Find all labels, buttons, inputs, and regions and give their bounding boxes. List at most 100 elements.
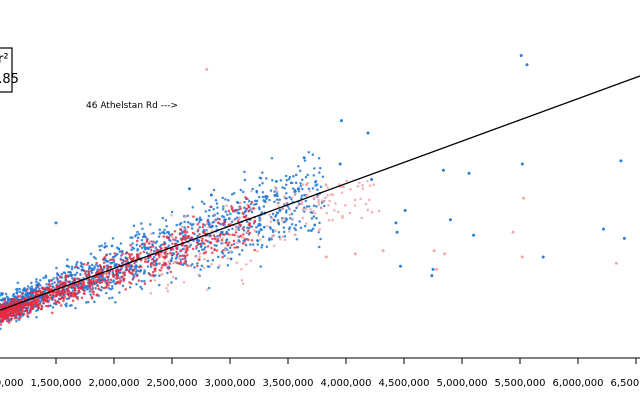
scatter-point: [70, 265, 74, 269]
scatter-point: [124, 256, 128, 259]
scatter-point: [100, 281, 104, 284]
scatter-point: [178, 223, 181, 226]
scatter-point: [241, 211, 245, 215]
scatter-point: [345, 179, 349, 182]
scatter-point: [230, 193, 234, 196]
scatter-point: [167, 236, 171, 240]
scatter-point: [622, 236, 626, 240]
scatter-point: [171, 253, 174, 257]
scatter-point: [194, 255, 197, 258]
scatter-point: [49, 294, 53, 297]
scatter-point: [139, 259, 143, 262]
scatter-point: [158, 268, 162, 272]
scatter-point: [195, 217, 199, 221]
scatter-point: [123, 271, 126, 274]
scatter-point: [76, 283, 79, 287]
scatter-point: [165, 230, 169, 234]
scatter-point: [135, 265, 139, 268]
scatter-point: [192, 223, 195, 226]
scatter-point: [191, 247, 195, 251]
scatter-point: [277, 223, 281, 226]
scatter-point: [205, 67, 209, 71]
scatter-point: [261, 190, 265, 194]
scatter-point: [36, 285, 40, 289]
scatter-point: [171, 247, 175, 251]
scatter-point: [37, 299, 41, 302]
scatter-point: [216, 255, 220, 259]
scatter-point: [223, 254, 226, 257]
scatter-point: [366, 179, 369, 183]
scatter-point: [279, 237, 282, 241]
scatter-point: [202, 247, 206, 251]
scatter-point: [140, 287, 144, 291]
scatter-point: [268, 198, 271, 202]
scatter-point: [199, 268, 202, 271]
scatter-point: [132, 224, 136, 228]
scatter-point: [314, 179, 318, 183]
scatter-point: [246, 197, 249, 201]
scatter-point: [317, 245, 321, 249]
scatter-point: [247, 200, 251, 203]
scatter-point: [85, 288, 89, 291]
scatter-point: [367, 198, 371, 202]
scatter-point: [232, 239, 236, 243]
scatter-point: [196, 234, 199, 238]
scatter-point: [235, 200, 239, 204]
scatter-point: [301, 187, 304, 191]
scatter-point: [143, 270, 146, 274]
scatter-point: [377, 209, 381, 213]
scatter-point: [152, 231, 155, 235]
scatter-point: [240, 279, 244, 282]
scatter-point: [44, 274, 48, 277]
scatter-point: [284, 211, 288, 214]
scatter-point: [174, 260, 178, 263]
scatter-point: [160, 247, 163, 250]
scatter-point: [128, 271, 132, 274]
scatter-point: [0, 304, 2, 307]
scatter-point: [274, 229, 277, 232]
scatter-point: [218, 264, 221, 267]
scatter-point: [175, 247, 178, 250]
scatter-point: [262, 205, 266, 208]
scatter-point: [186, 221, 190, 224]
scatter-point: [20, 304, 24, 308]
scatter-point: [149, 279, 152, 283]
scatter-point: [222, 241, 225, 245]
scatter-point: [211, 251, 214, 254]
scatter-point: [75, 265, 78, 268]
scatter-point: [223, 218, 226, 222]
scatter-point: [274, 213, 278, 217]
scatter-point: [195, 244, 198, 248]
scatter-point: [311, 227, 315, 231]
scatter-point: [174, 236, 178, 239]
scatter-point: [79, 273, 82, 276]
scatter-point: [340, 191, 344, 194]
scatter-point: [297, 190, 301, 193]
scatter-point: [313, 167, 316, 170]
scatter-point: [317, 229, 321, 233]
scatter-point: [302, 210, 306, 213]
scatter-point: [170, 256, 174, 260]
scatter-point: [88, 290, 92, 293]
scatter-point: [255, 226, 258, 229]
scatter-point: [285, 192, 288, 195]
scatter-point: [201, 225, 205, 229]
scatter-point: [221, 236, 224, 240]
scatter-point: [250, 189, 253, 193]
scatter-point: [75, 296, 78, 299]
scatter-point: [263, 225, 266, 229]
scatter-point: [22, 287, 26, 291]
scatter-point: [221, 255, 224, 259]
scatter-point: [179, 258, 182, 262]
scatter-point: [152, 240, 155, 243]
scatter-point: [315, 205, 318, 208]
scatter-point: [15, 312, 19, 316]
scatter-point: [140, 238, 144, 242]
scatter-point: [207, 225, 210, 229]
scatter-point: [17, 305, 20, 308]
scatter-point: [36, 306, 40, 309]
scatter-point: [136, 236, 140, 240]
scatter-point: [58, 291, 62, 294]
scatter-point: [111, 255, 115, 259]
scatter-point: [140, 279, 144, 283]
